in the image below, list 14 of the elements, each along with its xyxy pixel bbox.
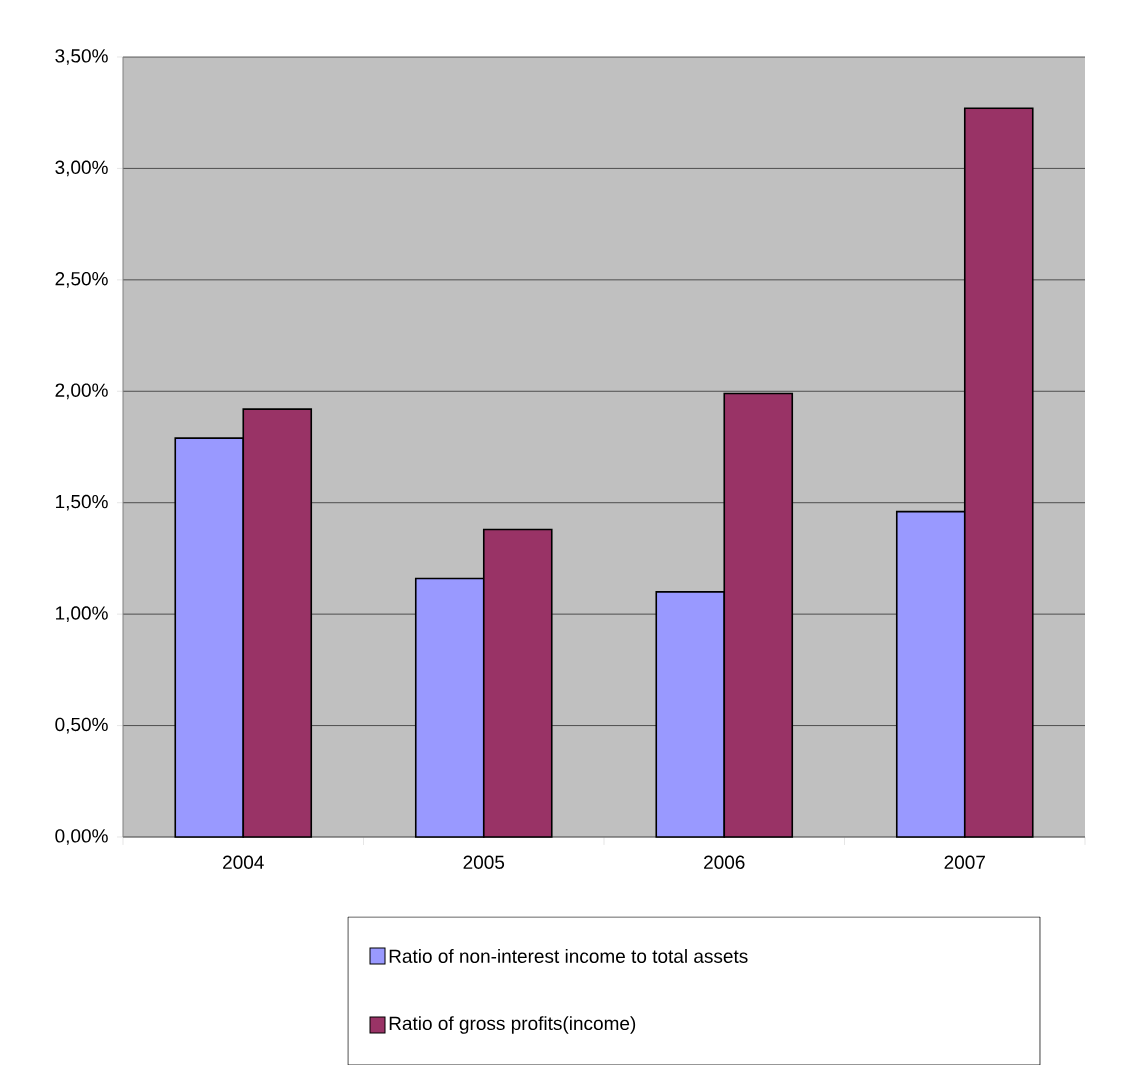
y-tick-label: 3,50% xyxy=(55,48,108,65)
y-tick-label: 2,00% xyxy=(55,383,108,399)
y-tick-label: 3,00% xyxy=(55,160,108,177)
y-tick-label: 1,00% xyxy=(56,606,108,622)
y-tick-label: 0,50% xyxy=(55,717,108,734)
x-tick-label: 2007 xyxy=(944,855,985,869)
x-tick-label: 2006 xyxy=(704,855,745,869)
x-tick-label: 2005 xyxy=(463,855,505,869)
y-tick-label: 1,50% xyxy=(56,494,108,511)
legend-label: Ratio of gross profits(income) xyxy=(389,1015,636,1034)
legend-label: Ratio of non-interest income to total assets xyxy=(389,948,748,963)
y-tick-label: 0,00% xyxy=(55,828,108,845)
x-tick-label: 2004 xyxy=(223,855,264,869)
y-tick-label: 2,50% xyxy=(55,271,108,288)
